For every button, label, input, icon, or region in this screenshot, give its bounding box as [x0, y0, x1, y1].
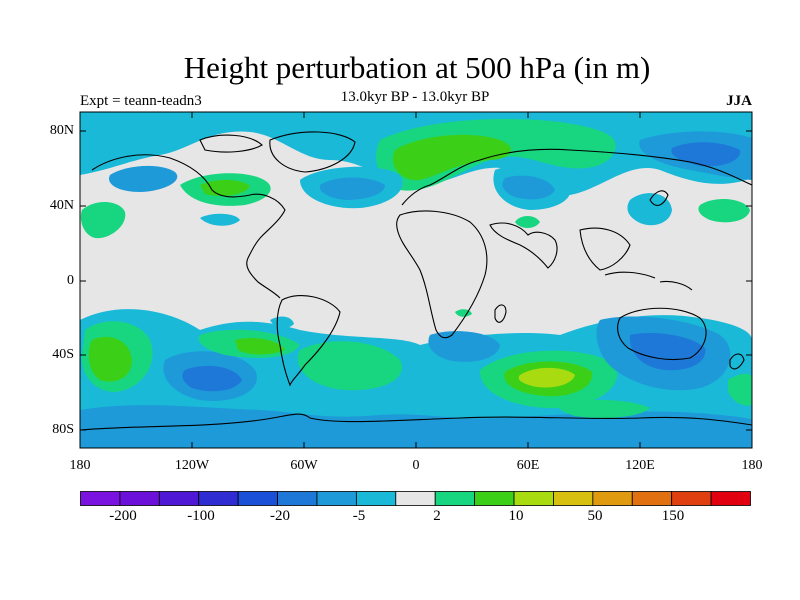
colorbar-label-neg5: -5: [352, 508, 366, 524]
colorbar-label-neg100: -100: [187, 508, 215, 524]
coastline-antarctica: [80, 413, 752, 431]
contour-pacific-east-green: [698, 198, 750, 223]
coastline-australia: [617, 307, 707, 361]
colorbar: [80, 491, 751, 506]
coastline-africa: [396, 210, 488, 339]
lat-label-0: 0: [67, 273, 74, 288]
colorbar-swatch: [592, 491, 633, 506]
contour-sa-green-core: [235, 338, 285, 355]
colorbar-label-10: 10: [508, 508, 524, 524]
contour-asia-mid: [502, 175, 555, 200]
colorbar-swatch: [119, 491, 160, 506]
colorbar-swatch: [198, 491, 239, 506]
lon-label-0: 0: [412, 458, 420, 473]
colorbar-swatch: [434, 491, 476, 506]
coastline-se-asia: [579, 227, 631, 271]
contour-atlantic-mid: [319, 177, 385, 200]
coastline-europe-asia: [401, 148, 752, 206]
coastlines: [80, 131, 752, 431]
coastline-new-zealand: [729, 353, 745, 370]
lat-label-80s: 80S: [52, 422, 74, 437]
contour-australia-dark: [629, 332, 706, 371]
map-ticks: [80, 112, 752, 448]
colorbar-swatch: [277, 491, 318, 506]
colorbar-swatch: [671, 491, 712, 506]
coastline-south-america: [276, 295, 341, 387]
colorbar-label-neg20: -20: [270, 508, 290, 524]
lat-label-40s: 40S: [52, 347, 74, 362]
colorbar-swatch: [237, 491, 278, 506]
colorbar-swatch: [316, 491, 357, 506]
colorbar-label-2: 2: [433, 508, 441, 524]
coastline-madagascar: [494, 304, 507, 323]
contour-atlantic-south-green: [297, 341, 402, 391]
contour-small-green-1: [515, 216, 540, 228]
colorbar-swatch: [355, 491, 397, 506]
colorbar-swatch: [513, 491, 554, 506]
contour-north-pacific-blue: [109, 165, 178, 192]
page-title: Height perturbation at 500 hPa (in m): [183, 50, 651, 85]
colorbar-label-150: 150: [661, 508, 685, 524]
contour-siberia-dark: [671, 142, 741, 167]
coastline-indonesia: [604, 271, 693, 291]
lon-label-60w: 60W: [290, 458, 318, 473]
time-range-subtitle: 13.0kyr BP - 13.0kyr BP: [340, 89, 490, 105]
contour-antarctic-green: [558, 399, 650, 418]
colorbar-swatch: [158, 491, 200, 506]
colorbar-swatch: [553, 491, 594, 506]
lon-label-120w: 120W: [174, 458, 210, 473]
contour-sh-pacific-dark: [182, 365, 242, 392]
lat-label-80n: 80N: [49, 123, 74, 138]
contour-africa-south-blue: [428, 331, 500, 362]
lon-label-120e: 120E: [625, 458, 655, 473]
contour-na-green-core: [200, 179, 250, 196]
contour-small-blue-1: [200, 213, 240, 226]
coastline-arabia-india: [489, 222, 558, 269]
colorbar-label-neg200: -200: [109, 508, 137, 524]
contour-small-blue-2: [270, 316, 294, 329]
season-label: JJA: [726, 93, 752, 109]
colorbar-swatch: [631, 491, 673, 506]
colorbar-swatch: [710, 491, 751, 506]
lon-label-60e: 60E: [516, 458, 540, 473]
contour-indian-yellow: [518, 367, 575, 388]
contour-north-green-core: [392, 134, 511, 181]
contour-pacific-green: [80, 201, 126, 239]
colorbar-swatch: [395, 491, 436, 506]
lat-label-40n: 40N: [49, 198, 74, 213]
lon-label-180-west: 180: [69, 458, 91, 473]
contour-sh-east-green: [728, 373, 752, 406]
coastline-canada-north: [199, 134, 263, 153]
contour-fields: [80, 112, 752, 448]
coastline-japan: [649, 190, 669, 206]
coastline-north-america: [91, 154, 286, 299]
contour-japan-blue: [627, 193, 672, 226]
colorbar-swatch: [80, 491, 121, 506]
coastline-greenland: [269, 131, 356, 173]
contour-sh-green-west-core: [88, 336, 132, 382]
lon-label-180-east: 180: [741, 458, 763, 473]
colorbar-swatch: [474, 491, 515, 506]
experiment-label: Expt = teann-teadn3: [80, 93, 202, 109]
colorbar-label-50: 50: [587, 508, 603, 524]
